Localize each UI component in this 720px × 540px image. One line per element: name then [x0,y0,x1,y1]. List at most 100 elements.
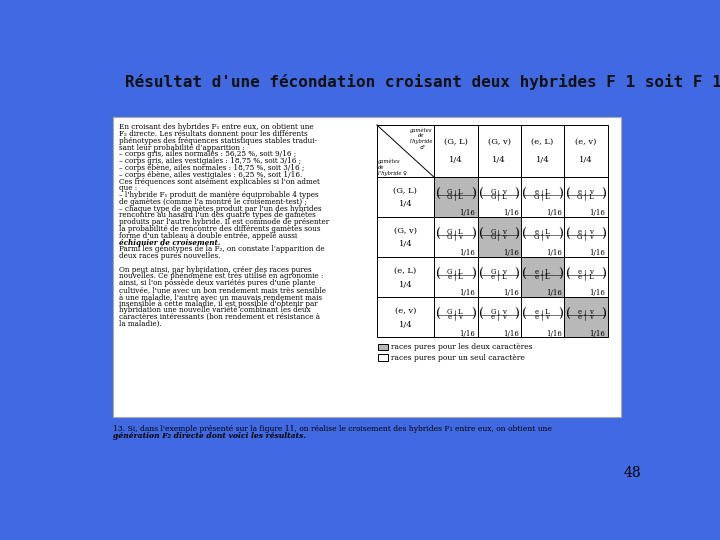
Text: ): ) [515,308,519,321]
Bar [564,298,608,338]
Text: ): ) [601,308,606,321]
Text: (e, L): (e, L) [395,267,417,274]
Text: ): ) [515,228,519,241]
Text: G: G [447,268,452,276]
Text: ,: , [454,228,456,236]
Text: 1/16: 1/16 [503,210,518,218]
Text: L: L [458,308,463,316]
Text: ,: , [541,228,543,236]
Text: 1/16: 1/16 [590,249,606,258]
Text: (e, v): (e, v) [575,138,597,146]
Bar [113,117,621,417]
Bar [564,257,608,298]
Text: phénotypes des fréquences statistiques stables tradui-: phénotypes des fréquences statistiques s… [120,137,318,145]
Text: Parmi les génotypes de la F₂, on constate l’apparition de: Parmi les génotypes de la F₂, on constat… [120,245,325,253]
Bar [377,217,434,257]
Text: L: L [545,193,549,201]
Bar [564,177,608,217]
Text: ,: , [541,268,543,276]
Text: ,: , [541,188,543,196]
Text: L: L [545,273,549,281]
Text: ): ) [558,228,563,241]
Bar [434,257,477,298]
Text: (: ( [436,268,441,281]
Text: e: e [534,273,539,281]
Text: – corps ébène, ailes normales : 18,75 %, soit 3/16 ;: – corps ébène, ailes normales : 18,75 %,… [120,164,305,172]
Text: (: ( [523,308,528,321]
Text: G: G [490,193,496,201]
Text: 1/16: 1/16 [546,210,562,218]
Text: G: G [490,228,496,236]
Bar [377,298,434,338]
Text: – corps gris, ailes normales : 56,25 %, soit 9/16 ;: – corps gris, ailes normales : 56,25 %, … [120,151,297,158]
Text: Résultat d'une fécondation croisant deux hybrides F 1 soit F 1 x F 1 = F2: Résultat d'une fécondation croisant deux… [125,74,720,90]
Text: 1/16: 1/16 [590,289,606,298]
Text: ,: , [498,268,500,276]
Bar [378,343,388,350]
Text: (: ( [479,268,484,281]
Bar [477,257,521,298]
Text: ,: , [584,308,586,316]
Text: ): ) [558,308,563,321]
Text: que :: que : [120,184,138,192]
Bar [477,217,521,257]
Text: 1/16: 1/16 [546,289,562,298]
Text: caractères intéressants (bon rendement et résistance à: caractères intéressants (bon rendement e… [120,313,320,321]
Text: G: G [490,308,496,316]
Text: races pures pour un seul caractère: races pures pour un seul caractère [391,354,525,362]
Text: ): ) [601,268,606,281]
Text: L: L [545,268,549,276]
Text: (: ( [479,188,484,201]
Text: e: e [534,228,539,236]
Text: de gamètes (comme l'a montré le croisement-test) ;: de gamètes (comme l'a montré le croiseme… [120,198,307,206]
Bar [434,217,477,257]
Text: 1/16: 1/16 [459,289,475,298]
Bar [521,257,564,298]
Text: forme d'un tableau à double entrée, appelé aussi: forme d'un tableau à double entrée, appe… [120,232,297,240]
Text: v: v [502,188,506,196]
Text: v: v [502,268,506,276]
Bar [521,217,564,257]
Text: L: L [545,228,549,236]
Text: 1/16: 1/16 [503,249,518,258]
Text: v: v [589,308,593,316]
Text: L: L [458,193,463,201]
Text: e: e [534,313,539,321]
Text: G: G [447,228,452,236]
Text: ): ) [471,308,476,321]
Text: e: e [577,308,582,316]
Text: ,: , [454,268,456,276]
Text: ): ) [471,188,476,201]
Text: (: ( [523,188,528,201]
Text: la probabilité de rencontre des différents gamètes sous: la probabilité de rencontre des différen… [120,225,321,233]
Text: e: e [491,273,495,281]
Text: insensible à cette maladie, il est possible d'obtenir par: insensible à cette maladie, il est possi… [120,300,318,308]
Text: 1/4: 1/4 [492,157,506,165]
Bar [477,125,521,177]
Text: (G, L): (G, L) [394,186,418,194]
Bar [521,125,564,177]
Text: ): ) [515,188,519,201]
Text: ): ) [471,268,476,281]
Text: 1/4: 1/4 [579,157,593,165]
Text: F₂ directe. Les résultats donnent pour les différents: F₂ directe. Les résultats donnent pour l… [120,130,308,138]
Text: ,: , [498,308,500,316]
Text: ): ) [558,188,563,201]
Text: L: L [502,193,506,201]
Bar [377,125,434,177]
Text: Ces fréquences sont aisément explicables si l'on admet: Ces fréquences sont aisément explicables… [120,178,320,186]
Text: 13. Si, dans l'exemple présenté sur la figure 11, on réalise le croisement des h: 13. Si, dans l'exemple présenté sur la f… [113,425,552,433]
Text: 1/4: 1/4 [399,200,413,208]
Text: 1/4: 1/4 [399,321,413,328]
Text: ): ) [471,228,476,241]
Text: e: e [577,313,582,321]
Bar [434,298,477,338]
Text: (: ( [436,308,441,321]
Text: ): ) [515,268,519,281]
Text: e: e [448,273,451,281]
Text: G: G [490,268,496,276]
Text: (: ( [523,228,528,241]
Text: 1/4: 1/4 [399,240,413,248]
Bar [377,177,434,217]
Text: ,: , [541,308,543,316]
